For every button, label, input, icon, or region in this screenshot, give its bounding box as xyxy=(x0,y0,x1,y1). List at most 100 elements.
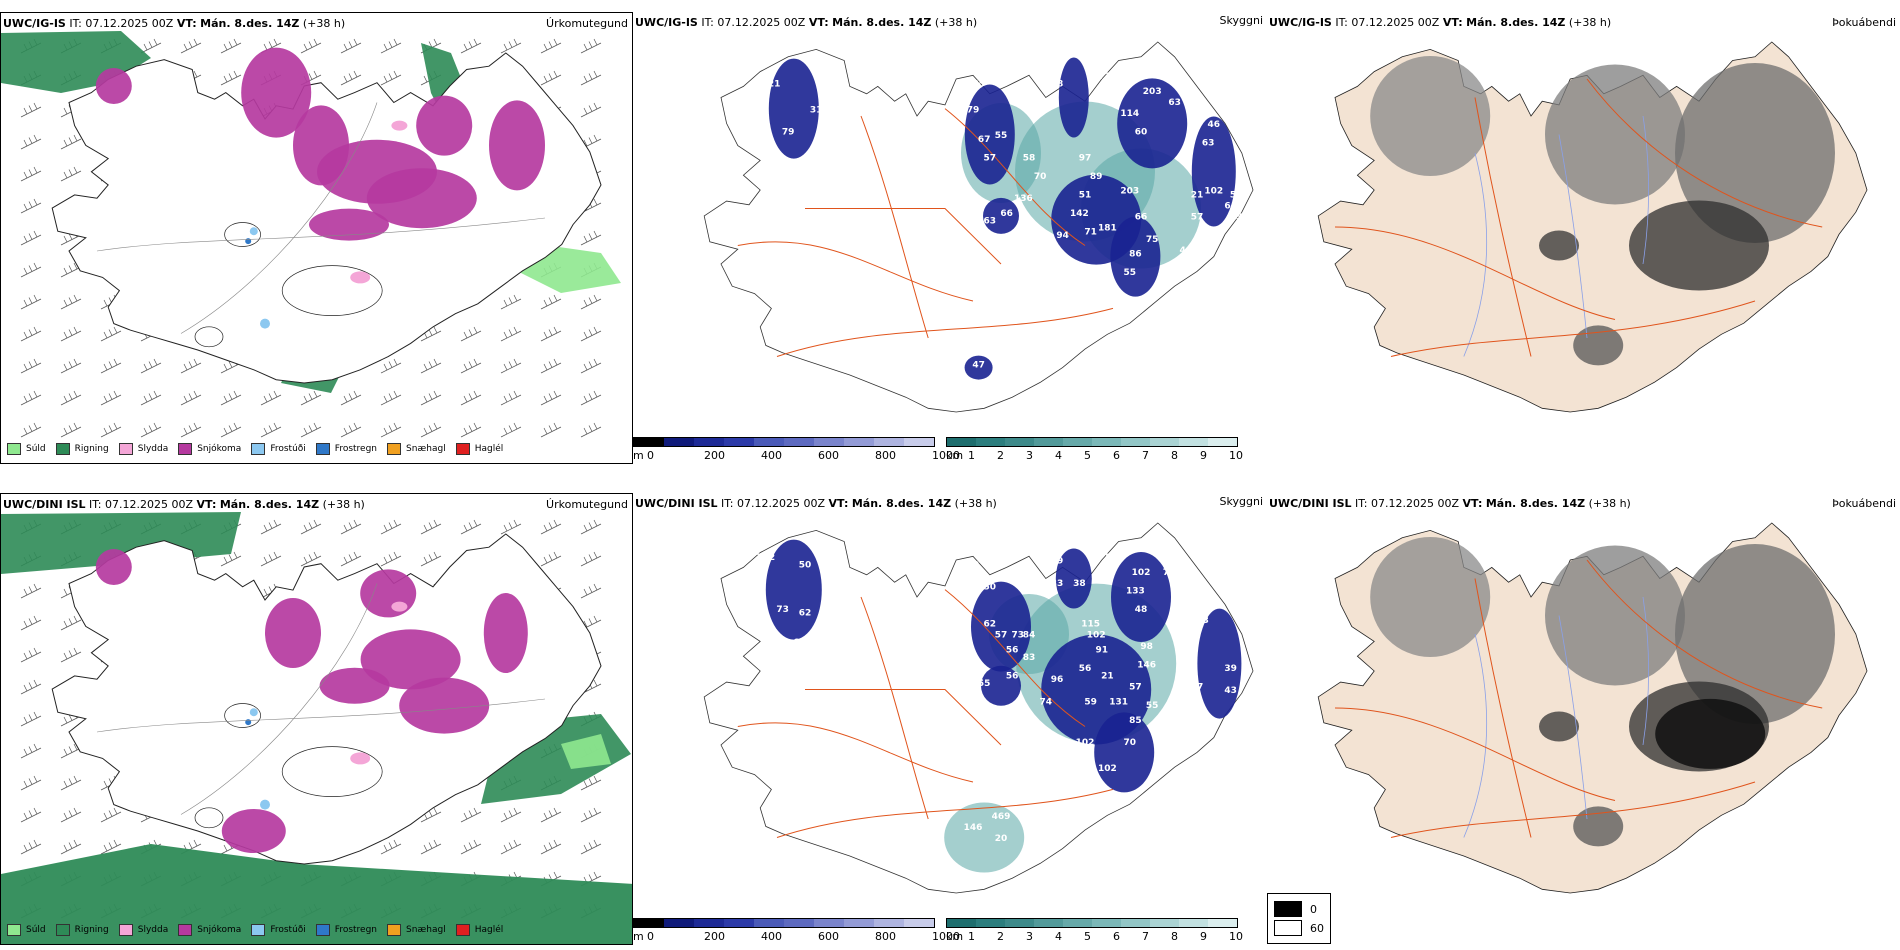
legend-swatch xyxy=(251,443,266,455)
colorbar-cell xyxy=(1034,919,1063,927)
visibility-value-label: 47 xyxy=(1191,683,1204,693)
visibility-value-label: 146 xyxy=(964,823,983,833)
colorbar-cell xyxy=(1063,438,1092,446)
wind-barb xyxy=(20,422,42,438)
wind-barb xyxy=(580,551,602,567)
colorbar-cell xyxy=(724,438,754,446)
sleet-area xyxy=(350,752,371,765)
visibility-value-label: 102 xyxy=(1087,631,1106,641)
snow-area xyxy=(360,629,461,690)
colorbar-tick: 7 xyxy=(1142,930,1149,943)
colorbar-cell xyxy=(1034,438,1063,446)
wind-barb xyxy=(540,38,562,54)
freezing-drizzle xyxy=(260,318,270,329)
lead-time: (+38 h) xyxy=(934,16,978,29)
legend-swatch xyxy=(55,924,70,936)
fog-title: Þokuábendi xyxy=(1832,497,1896,510)
wind-barb xyxy=(540,551,562,567)
visibility-value-label: 50 xyxy=(1236,135,1249,145)
visibility-value-label: 131 xyxy=(1109,697,1128,707)
wind-barb xyxy=(500,422,522,438)
visibility-value-label: 86 xyxy=(1129,250,1142,260)
legend-item: Slydda xyxy=(118,443,168,455)
visibility-value-label: 66 xyxy=(1135,213,1148,223)
wind-barb xyxy=(20,711,42,727)
wind-barb xyxy=(540,839,562,855)
visibility-value-label: 73 xyxy=(776,605,789,615)
visibility-value-label: 66 xyxy=(754,597,767,607)
visibility-labels: 21 31 65 79 106 85 79 41 68 172 203 63 114 60 46 63 50 67… xyxy=(754,72,1248,371)
visibility-value-label: 55 xyxy=(995,131,1008,141)
visibility-value-label: 58 xyxy=(1023,153,1036,163)
wind-barb xyxy=(580,839,602,855)
wind-barb xyxy=(540,294,562,310)
wind-barb xyxy=(60,230,82,246)
fog-index-area xyxy=(1539,711,1579,742)
visibility-m-area xyxy=(1055,548,1092,609)
visibility-m-area xyxy=(983,197,1019,234)
vt-value: Mán. 8.des. 14Z xyxy=(832,16,932,29)
legend-swatch xyxy=(455,443,470,455)
colorbar-unit: m xyxy=(633,930,644,943)
road xyxy=(180,102,378,334)
panel-header: UWC/DINI ISL IT: 07.12.2025 00Z VT: Mán.… xyxy=(1269,497,1631,510)
it-label: IT: xyxy=(1335,16,1348,29)
road xyxy=(1474,578,1532,838)
wind-barb xyxy=(260,390,282,406)
wind-barb xyxy=(460,422,482,438)
visibility-value-label: 203 xyxy=(1120,187,1139,197)
wind-barb xyxy=(500,38,522,54)
visibility-value-label: 44 xyxy=(1180,246,1193,256)
colorbar-cell xyxy=(904,919,934,927)
legend-label: Haglél xyxy=(474,925,504,935)
fog-panel-row2: UWC/DINI ISL IT: 07.12.2025 00Z VT: Mán.… xyxy=(1267,493,1900,945)
visibility-value-label: 172 xyxy=(1092,72,1111,82)
wind-barb xyxy=(540,326,562,342)
model-label: UWC/DINI ISL xyxy=(635,497,718,510)
visibility-value-label: 77 xyxy=(1163,568,1176,578)
legend-label: Haglél xyxy=(474,444,504,454)
wind-barb xyxy=(20,807,42,823)
fog-index-area xyxy=(1545,64,1685,205)
wind-barb xyxy=(500,807,522,823)
wind-barb xyxy=(20,230,42,246)
legend-label: Snjókoma xyxy=(197,444,242,454)
colorbar-tick: 5 xyxy=(1084,449,1091,462)
colorbar-tick: 10 xyxy=(1229,930,1243,943)
snow-area xyxy=(309,208,389,241)
legend-swatch xyxy=(178,443,193,455)
visibility-value-label: 69 xyxy=(827,586,840,596)
legend-item: Frostregn xyxy=(315,924,378,936)
legend-item: Frostúði xyxy=(251,443,306,455)
vt-label: VT: xyxy=(828,497,849,510)
colorbar-tick: 6 xyxy=(1113,930,1120,943)
colorbar-cell xyxy=(1150,919,1179,927)
wind-barb xyxy=(580,422,602,438)
legend-item: Snjókoma xyxy=(178,924,241,936)
wind-barb xyxy=(20,166,42,182)
wind-barb xyxy=(20,583,42,599)
model-label: UWC/DINI ISL xyxy=(3,498,86,511)
wind-barb xyxy=(580,326,602,342)
visibility-value-label: 79 xyxy=(782,128,795,138)
visibility-value-label: 57 xyxy=(984,153,997,163)
wind-barb xyxy=(340,519,362,535)
legend-label: Súld xyxy=(26,444,46,454)
road xyxy=(96,217,546,252)
legend-item: Haglél xyxy=(455,443,504,455)
visibility-m-area xyxy=(1094,712,1155,793)
wind-barb xyxy=(580,294,602,310)
river xyxy=(1642,115,1649,265)
fog-legend-swatch xyxy=(1274,901,1302,917)
fog-index-area xyxy=(1573,806,1624,847)
colorbar-cell xyxy=(1179,919,1208,927)
colorbar-tick: 3 xyxy=(1026,930,1033,943)
visibility-value-label: 85 xyxy=(1129,716,1142,726)
visibility-value-label: 115 xyxy=(1081,620,1100,630)
it-label: IT: xyxy=(721,497,734,510)
legend-label: Frostregn xyxy=(334,925,378,935)
colorbar-cell xyxy=(1005,438,1034,446)
freezing-rain xyxy=(245,719,252,726)
visibility-colorbar-km xyxy=(946,918,1238,928)
wind-barb xyxy=(220,358,242,374)
